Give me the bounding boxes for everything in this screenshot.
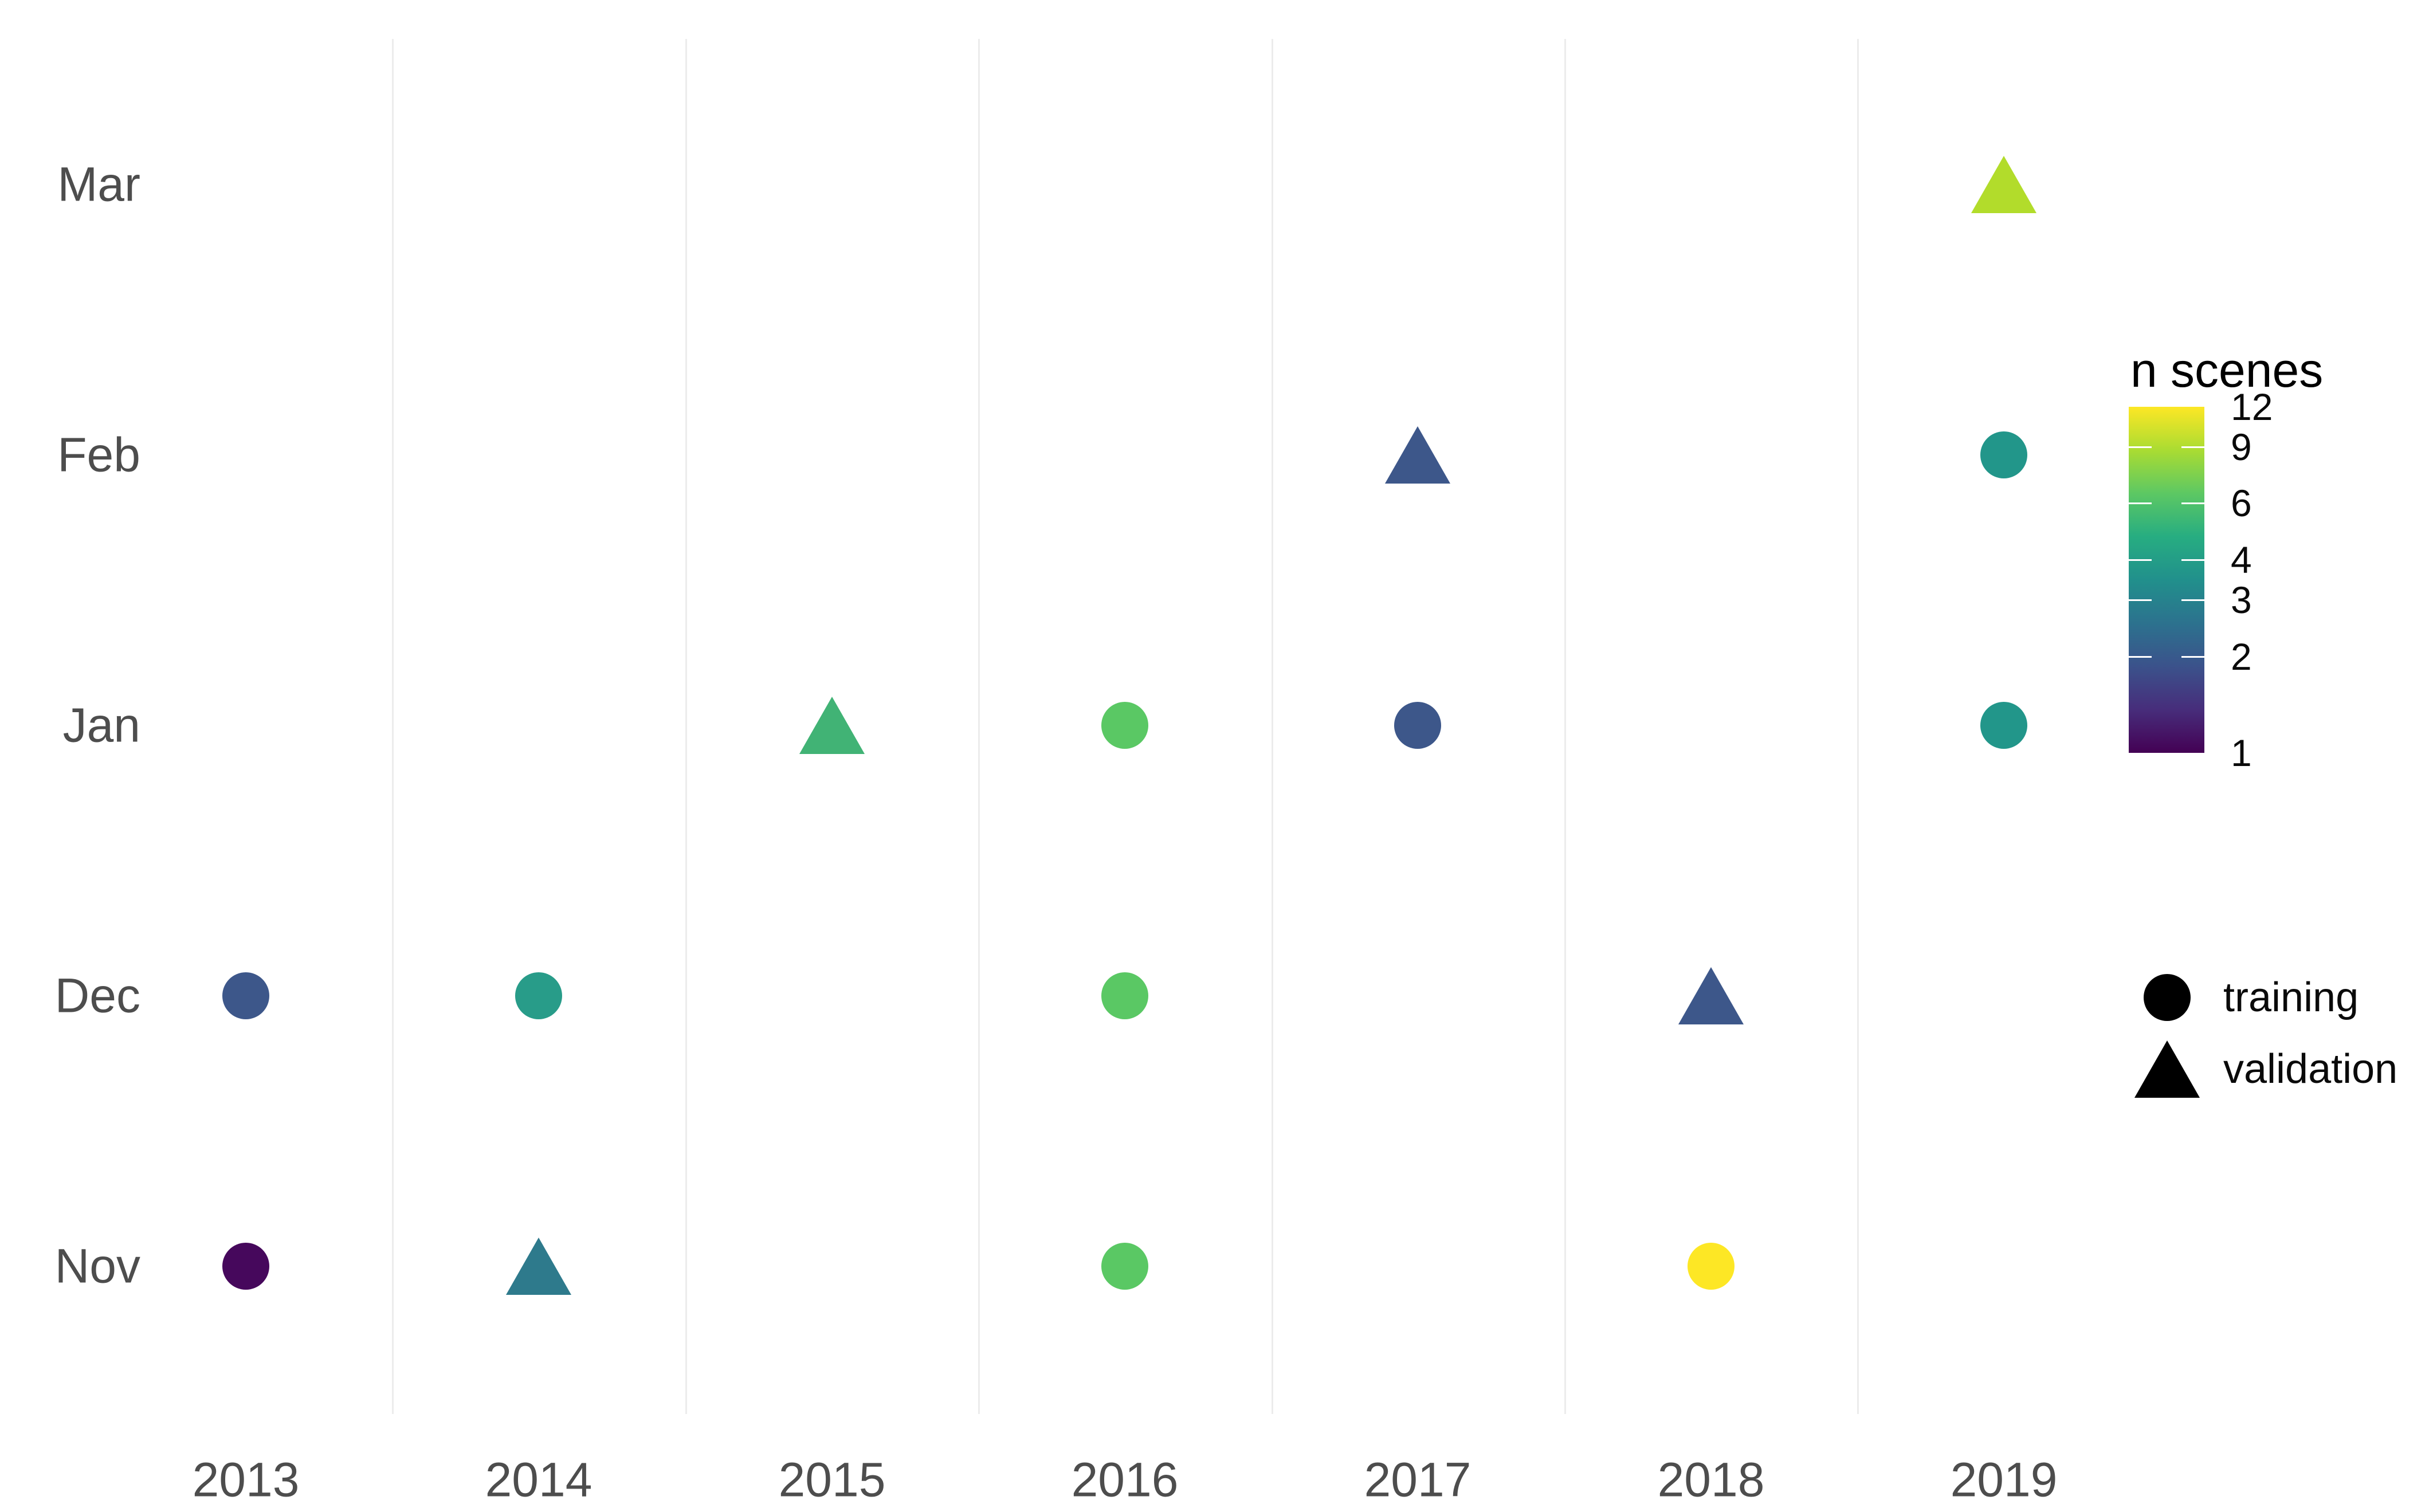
x-axis-label-2013: 2013	[192, 1452, 300, 1507]
y-axis-label-feb: Feb	[57, 427, 140, 482]
gridline-year-separator	[392, 39, 394, 1414]
gridline-year-separator	[685, 39, 687, 1414]
colorbar-tick-mark	[2129, 446, 2152, 448]
data-point-circle-2016-jan	[1101, 702, 1148, 749]
legend-label-training: training	[2223, 975, 2359, 1020]
gridline-year-separator	[1564, 39, 1566, 1414]
data-point-circle-2016-dec	[1101, 972, 1148, 1019]
colorbar-tick-label-1: 1	[2231, 732, 2252, 774]
data-point-triangle-2017-feb	[1385, 426, 1450, 484]
data-point-circle-2019-jan	[1980, 702, 2027, 749]
y-axis-label-jan: Jan	[62, 698, 140, 752]
data-point-triangle-2015-jan	[799, 697, 865, 754]
x-axis-label-2018: 2018	[1657, 1452, 1765, 1507]
legend-triangle-key	[2134, 1040, 2200, 1098]
colorbar-gradient	[2129, 407, 2204, 753]
x-axis-label-2014: 2014	[485, 1452, 592, 1507]
data-point-circle-2014-dec	[515, 972, 562, 1019]
colorbar-tick-mark	[2129, 502, 2152, 504]
y-axis-label-dec: Dec	[54, 968, 140, 1023]
colorbar-tick-label-9: 9	[2231, 426, 2252, 468]
y-axis-label-nov: Nov	[54, 1239, 140, 1293]
gridline-year-separator	[1857, 39, 1859, 1414]
gridline-year-separator	[978, 39, 980, 1414]
x-axis-label-2015: 2015	[778, 1452, 886, 1507]
x-axis-label-2017: 2017	[1364, 1452, 1471, 1507]
x-axis-label-2019: 2019	[1950, 1452, 2058, 1507]
data-point-circle-2016-nov	[1101, 1243, 1148, 1290]
colorbar-tick-mark	[2181, 502, 2204, 504]
legend-circle-key	[2144, 974, 2191, 1021]
colorbar-tick-mark	[2129, 559, 2152, 561]
data-point-triangle-2018-dec	[1678, 967, 1744, 1024]
data-point-circle-2013-dec	[222, 972, 269, 1019]
data-point-circle-2018-nov	[1688, 1243, 1735, 1290]
data-point-triangle-2019-mar	[1971, 156, 2036, 213]
data-point-circle-2017-jan	[1394, 702, 1441, 749]
data-point-triangle-2014-nov	[506, 1238, 571, 1295]
y-axis-label-mar: Mar	[57, 157, 140, 211]
colorbar-tick-label-2: 2	[2231, 635, 2252, 678]
colorbar-tick-label-4: 4	[2231, 539, 2252, 581]
colorbar-tick-label-6: 6	[2231, 482, 2252, 524]
colorbar-title: n scenes	[2130, 343, 2324, 397]
colorbar-tick-label-3: 3	[2231, 579, 2252, 621]
x-axis-label-2016: 2016	[1071, 1452, 1179, 1507]
legend-label-validation: validation	[2223, 1046, 2398, 1092]
data-point-circle-2013-nov	[222, 1243, 269, 1290]
colorbar-tick-mark	[2181, 446, 2204, 448]
gridline-year-separator	[1272, 39, 1273, 1414]
colorbar-tick-mark	[2181, 656, 2204, 658]
data-point-circle-2019-feb	[1980, 431, 2027, 478]
colorbar-tick-mark	[2181, 559, 2204, 561]
colorbar-tick-label-12: 12	[2231, 386, 2273, 428]
colorbar-tick-mark	[2181, 599, 2204, 601]
colorbar-tick-mark	[2129, 599, 2152, 601]
colorbar-tick-mark	[2129, 656, 2152, 658]
